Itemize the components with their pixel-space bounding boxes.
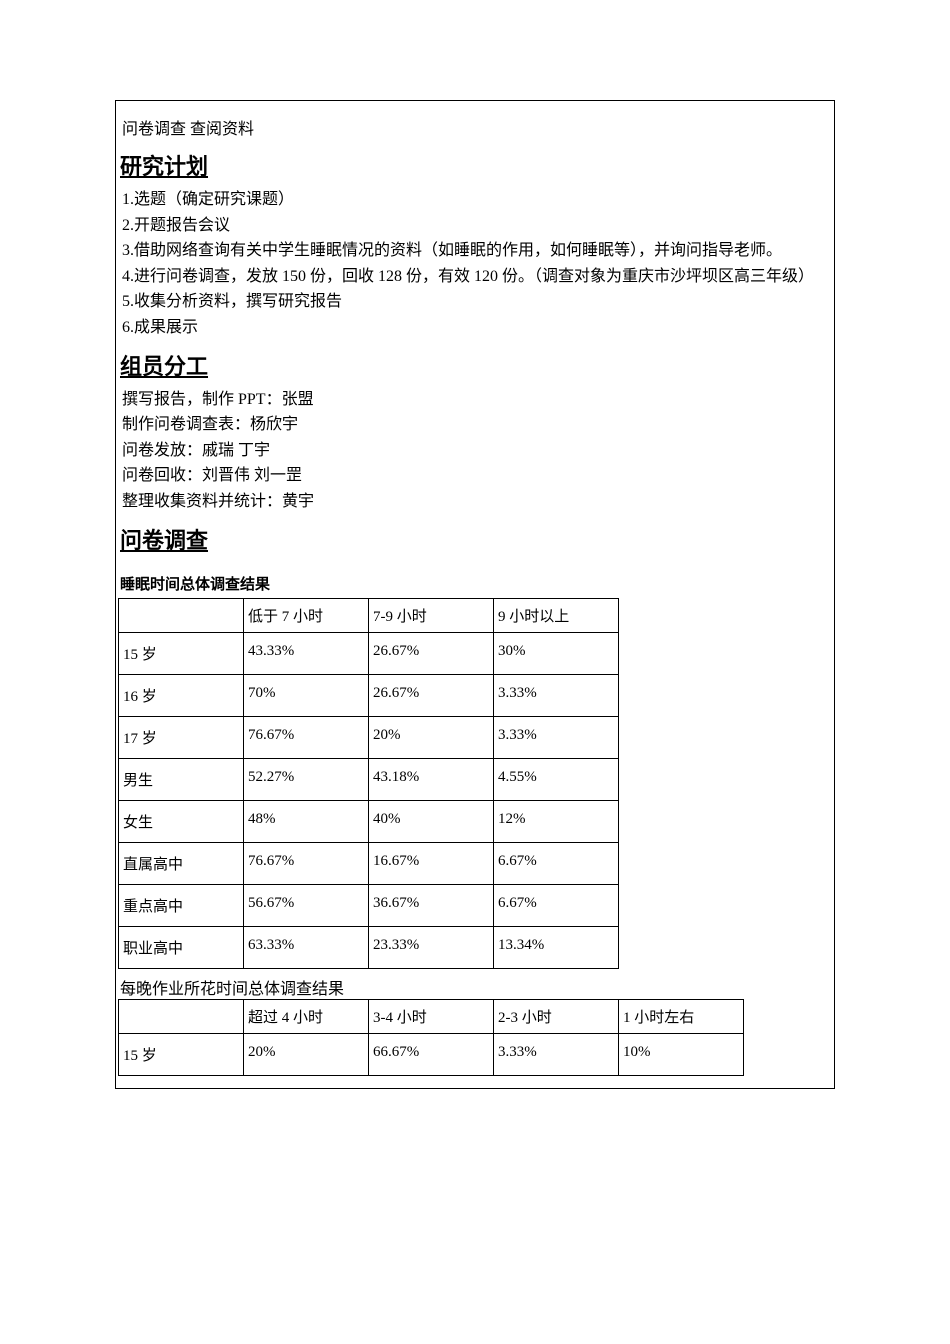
table-cell: 36.67% <box>369 884 494 926</box>
table-row: 重点高中56.67%36.67%6.67% <box>119 884 619 926</box>
plan-item-6: 6.成果展示 <box>118 315 832 341</box>
document-page: 问卷调查 查阅资料 研究计划 1.选题（确定研究课题） 2.开题报告会议 3.借… <box>115 100 835 1089</box>
section-heading-survey: 问卷调查 <box>118 523 832 555</box>
table-cell: 26.67% <box>369 632 494 674</box>
table-header-cell: 2-3 小时 <box>494 999 619 1033</box>
table-header-cell <box>119 598 244 632</box>
table-cell: 23.33% <box>369 926 494 968</box>
table-cell: 16.67% <box>369 842 494 884</box>
table-row: 15 岁20%66.67%3.33%10% <box>119 1033 744 1075</box>
sleep-table-body: 15 岁43.33%26.67%30%16 岁70%26.67%3.33%17 … <box>119 632 619 968</box>
plan-item-3: 3.借助网络查询有关中学生睡眠情况的资料（如睡眠的作用，如何睡眠等），并询问指导… <box>118 238 832 264</box>
table-cell: 4.55% <box>494 758 619 800</box>
table-cell: 76.67% <box>244 716 369 758</box>
document-content: 问卷调查 查阅资料 研究计划 1.选题（确定研究课题） 2.开题报告会议 3.借… <box>116 101 834 1088</box>
table-cell: 43.33% <box>244 632 369 674</box>
table-header-cell: 1 小时左右 <box>619 999 744 1033</box>
table-cell: 20% <box>369 716 494 758</box>
homework-table: 超过 4 小时 3-4 小时 2-3 小时 1 小时左右 15 岁20%66.6… <box>118 999 744 1076</box>
table-cell: 30% <box>494 632 619 674</box>
table-cell: 职业高中 <box>119 926 244 968</box>
division-item-5: 整理收集资料并统计：黄宇 <box>118 489 832 515</box>
table-cell: 26.67% <box>369 674 494 716</box>
sleep-table: 低于 7 小时 7-9 小时 9 小时以上 15 岁43.33%26.67%30… <box>118 598 619 969</box>
table-cell: 10% <box>619 1033 744 1075</box>
table-row: 直属高中76.67%16.67%6.67% <box>119 842 619 884</box>
table-cell: 52.27% <box>244 758 369 800</box>
section-heading-plan: 研究计划 <box>118 149 832 181</box>
table-cell: 直属高中 <box>119 842 244 884</box>
table-cell: 56.67% <box>244 884 369 926</box>
table-header-cell: 超过 4 小时 <box>244 999 369 1033</box>
table-cell: 40% <box>369 800 494 842</box>
table-cell: 13.34% <box>494 926 619 968</box>
table-cell: 63.33% <box>244 926 369 968</box>
table-header-cell: 7-9 小时 <box>369 598 494 632</box>
sleep-table-title: 睡眠时间总体调查结果 <box>118 573 832 594</box>
table-row: 职业高中63.33%23.33%13.34% <box>119 926 619 968</box>
division-item-1: 撰写报告，制作 PPT：张盟 <box>118 387 832 413</box>
table-cell: 20% <box>244 1033 369 1075</box>
table-row: 男生52.27%43.18%4.55% <box>119 758 619 800</box>
table-cell: 48% <box>244 800 369 842</box>
table-cell: 女生 <box>119 800 244 842</box>
table-header-cell <box>119 999 244 1033</box>
table-cell: 43.18% <box>369 758 494 800</box>
table-row: 17 岁76.67%20%3.33% <box>119 716 619 758</box>
top-line: 问卷调查 查阅资料 <box>118 113 832 141</box>
table-cell: 16 岁 <box>119 674 244 716</box>
table-cell: 6.67% <box>494 884 619 926</box>
homework-table-title: 每晚作业所花时间总体调查结果 <box>118 975 832 999</box>
table-cell: 3.33% <box>494 674 619 716</box>
section-heading-division: 组员分工 <box>118 349 832 381</box>
table-cell: 6.67% <box>494 842 619 884</box>
homework-table-body: 15 岁20%66.67%3.33%10% <box>119 1033 744 1075</box>
table-cell: 重点高中 <box>119 884 244 926</box>
table-header-row: 低于 7 小时 7-9 小时 9 小时以上 <box>119 598 619 632</box>
division-item-4: 问卷回收：刘晋伟 刘一罡 <box>118 463 832 489</box>
division-item-2: 制作问卷调查表：杨欣宇 <box>118 412 832 438</box>
table-header-row: 超过 4 小时 3-4 小时 2-3 小时 1 小时左右 <box>119 999 744 1033</box>
table-cell: 15 岁 <box>119 632 244 674</box>
plan-item-2: 2.开题报告会议 <box>118 213 832 239</box>
table-row: 15 岁43.33%26.67%30% <box>119 632 619 674</box>
plan-item-1: 1.选题（确定研究课题） <box>118 187 832 213</box>
table-cell: 3.33% <box>494 716 619 758</box>
table-cell: 76.67% <box>244 842 369 884</box>
table-cell: 3.33% <box>494 1033 619 1075</box>
table-header-cell: 9 小时以上 <box>494 598 619 632</box>
table-cell: 70% <box>244 674 369 716</box>
plan-item-5: 5.收集分析资料，撰写研究报告 <box>118 289 832 315</box>
table-header-cell: 3-4 小时 <box>369 999 494 1033</box>
table-cell: 12% <box>494 800 619 842</box>
table-cell: 男生 <box>119 758 244 800</box>
table-cell: 17 岁 <box>119 716 244 758</box>
table-row: 女生48%40%12% <box>119 800 619 842</box>
table-header-cell: 低于 7 小时 <box>244 598 369 632</box>
division-item-3: 问卷发放：戚瑞 丁宇 <box>118 438 832 464</box>
table-row: 16 岁70%26.67%3.33% <box>119 674 619 716</box>
table-cell: 66.67% <box>369 1033 494 1075</box>
plan-item-4: 4.进行问卷调查，发放 150 份，回收 128 份，有效 120 份。（调查对… <box>118 264 832 290</box>
table-cell: 15 岁 <box>119 1033 244 1075</box>
